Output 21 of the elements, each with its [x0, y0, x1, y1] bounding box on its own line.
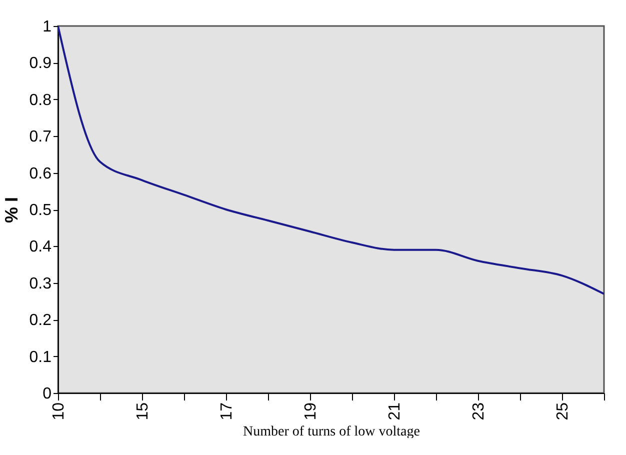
- y-tick-label: 0.9: [29, 55, 52, 72]
- x-tick-label: 15: [134, 402, 152, 420]
- y-tick-label: 0.8: [29, 92, 52, 109]
- x-tick-label: 17: [218, 402, 236, 420]
- y-tick-label: 0.1: [29, 348, 52, 366]
- y-tick-label: 0.7: [29, 128, 52, 146]
- x-axis-title: Number of turns of low voltage: [243, 424, 420, 440]
- x-tick-label: 19: [302, 402, 320, 420]
- y-tick-label: 0: [42, 386, 52, 402]
- y-tick-label: 0.2: [29, 312, 52, 330]
- x-tick-label: 21: [386, 402, 404, 420]
- line-series: [58, 26, 604, 295]
- y-axis-title: % I: [1, 196, 22, 224]
- x-tick-label: 10: [50, 402, 68, 420]
- x-tick-label: 25: [554, 402, 572, 420]
- y-tick-label: 0.3: [29, 275, 52, 292]
- y-tick-label: 0.4: [29, 238, 52, 256]
- x-tick-label: 23: [470, 402, 488, 420]
- y-tick-label: 1: [42, 18, 52, 36]
- y-tick-label: 0.6: [29, 165, 52, 182]
- y-tick-label: 0.5: [29, 202, 52, 219]
